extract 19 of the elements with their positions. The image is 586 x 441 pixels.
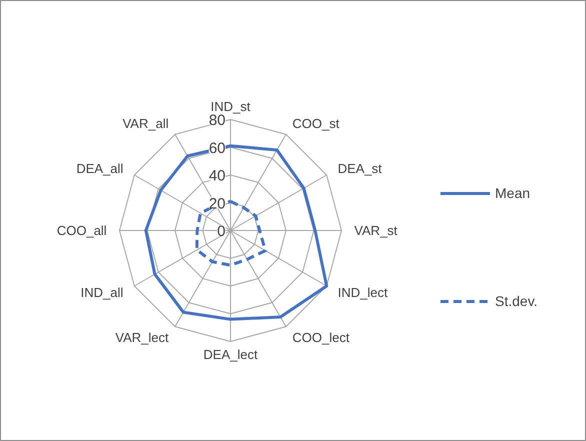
spoke-label: VAR_st: [354, 223, 398, 238]
y-tick-label: 20: [208, 195, 226, 212]
y-tick-label: 40: [208, 168, 226, 184]
legend-label: Mean: [495, 185, 530, 201]
spoke-label: COO_st: [292, 116, 340, 131]
spoke-label: DEA_lect: [203, 346, 258, 362]
y-tick-label: 80: [208, 112, 226, 129]
spoke-label: IND_lect: [338, 284, 388, 300]
legend-label: St.dev.: [495, 293, 538, 309]
y-tick-label: 60: [208, 140, 226, 157]
spoke-label: DEA_all: [76, 161, 124, 176]
spoke-label: IND_all: [80, 284, 124, 300]
spoke-label: IND_st: [210, 99, 251, 114]
y-tick-label: 0: [217, 223, 226, 240]
spoke-label: DEA_st: [338, 161, 382, 176]
spoke-label: VAR_lect: [115, 330, 169, 346]
spoke-label: VAR_all: [122, 116, 169, 131]
spoke-label: COO_lect: [292, 330, 350, 346]
spoke-label: COO_all: [56, 223, 107, 238]
